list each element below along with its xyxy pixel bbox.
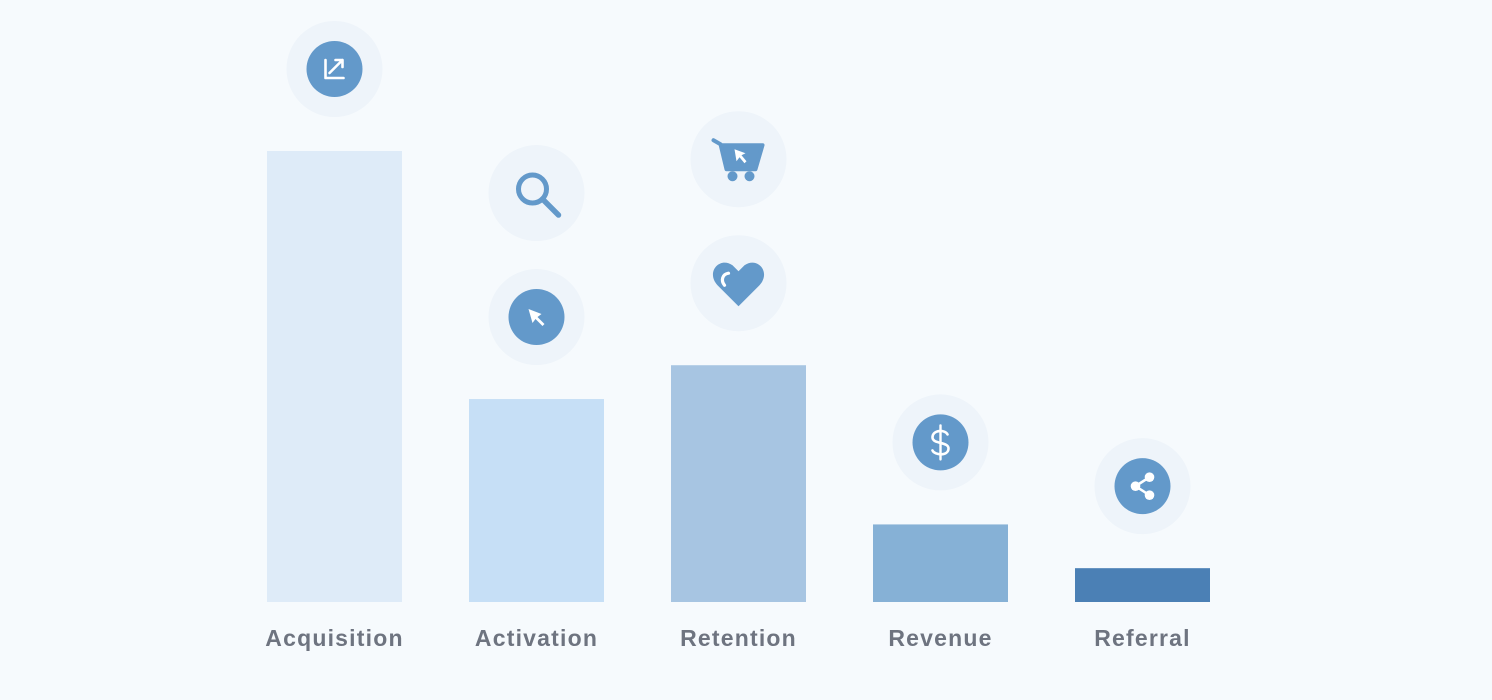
bar-activation (469, 399, 604, 602)
category-label-revenue: Revenue (888, 625, 992, 651)
cursor-icon (488, 269, 585, 366)
heart-icon (690, 235, 787, 332)
bar-acquisition (267, 151, 402, 602)
category-label-acquisition: Acquisition (265, 625, 403, 651)
bar-revenue (873, 524, 1008, 602)
category-label-referral: Referral (1094, 625, 1191, 651)
dollar-icon (892, 394, 989, 491)
category-labels: Acquisition Activation Retention Revenue Ref… (265, 625, 1191, 651)
bar-referral (1075, 568, 1210, 602)
category-label-retention: Retention (680, 625, 797, 651)
icons-layer (286, 21, 1191, 535)
bars-layer (267, 151, 1210, 602)
search-icon (488, 145, 585, 242)
category-label-activation: Activation (475, 625, 598, 651)
bar-retention (671, 365, 806, 602)
cart-icon (690, 111, 787, 208)
share-icon (1094, 438, 1191, 535)
trend-up-icon (286, 21, 383, 117)
